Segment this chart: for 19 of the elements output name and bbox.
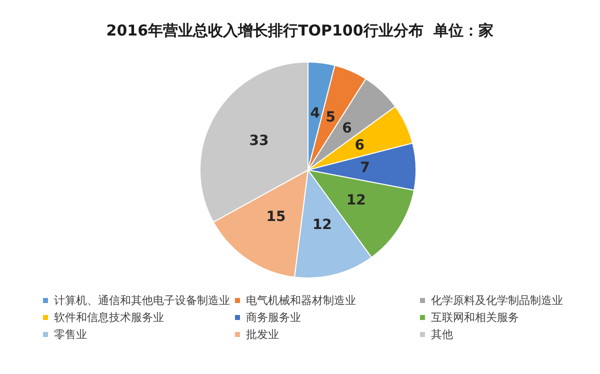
data-label: 12 — [346, 192, 366, 209]
legend-label: 其他 — [431, 328, 453, 341]
legend-label: 批发业 — [246, 328, 279, 341]
legend-label: 互联网和相关服务 — [431, 311, 519, 324]
data-label: 6 — [354, 138, 364, 154]
data-label: 4 — [310, 105, 320, 122]
data-label: 6 — [342, 120, 352, 136]
legend-label: 计算机、通信和其他电子设备制造业 — [54, 294, 230, 307]
legend-label: 零售业 — [54, 328, 87, 341]
data-label: 12 — [312, 217, 332, 234]
data-label: 5 — [326, 110, 336, 126]
legend-label: 化学原料及化学制品制造业 — [431, 294, 563, 307]
chart-title: 2016年营业总收入增长排行TOP100行业分布 单位：家 — [106, 22, 494, 40]
legend-label: 软件和信息技术服务业 — [54, 311, 164, 324]
legend-label: 电气机械和器材制造业 — [246, 294, 356, 307]
legend-label: 商务服务业 — [246, 311, 301, 324]
data-label: 15 — [266, 209, 286, 226]
data-label: 7 — [360, 160, 370, 176]
data-label: 33 — [249, 132, 269, 149]
